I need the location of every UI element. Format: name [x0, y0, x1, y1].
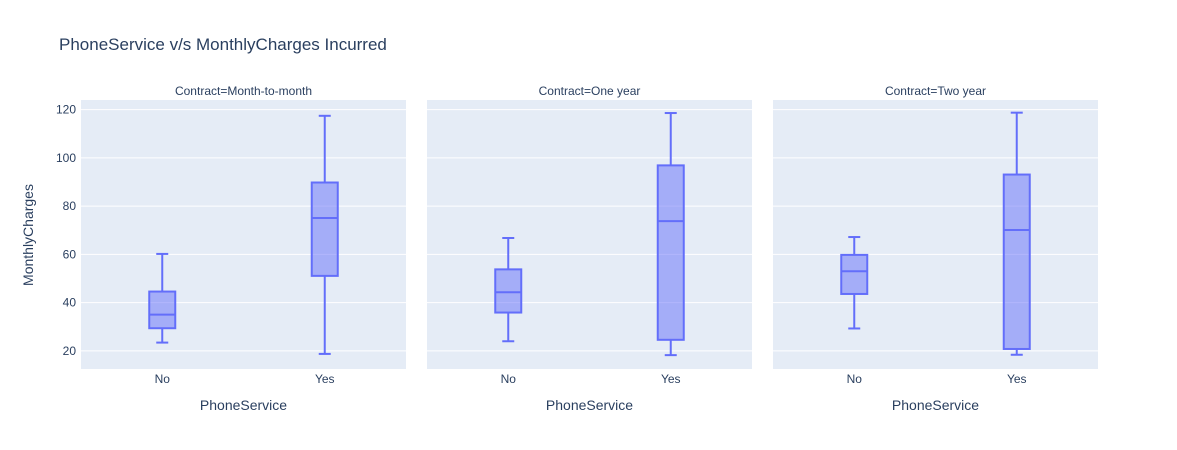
plot-area — [81, 100, 406, 369]
y-tick-label: 120 — [56, 103, 76, 117]
iqr-box — [1002, 173, 1031, 350]
x-axis-title: PhoneService — [546, 397, 633, 413]
y-axis-title: MonthlyCharges — [20, 184, 36, 286]
x-tick-label: Yes — [661, 372, 681, 386]
facet-title: Contract=One year — [539, 84, 641, 98]
facet-panel-2: Contract=One year No Yes PhoneService — [427, 84, 752, 413]
iqr-box — [656, 164, 685, 341]
box-yes — [310, 114, 339, 355]
box-no — [148, 252, 177, 344]
facet-panel-3: Contract=Two year No Yes PhoneService — [773, 84, 1098, 413]
iqr-box — [310, 181, 339, 277]
x-axis-title: PhoneService — [892, 397, 979, 413]
x-tick-label: No — [501, 372, 517, 386]
plot-area — [427, 100, 752, 369]
iqr-box — [148, 290, 177, 330]
iqr-box — [494, 268, 523, 314]
box-yes — [656, 112, 685, 357]
chart-title: PhoneService v/s MonthlyCharges Incurred — [59, 35, 387, 54]
x-tick-label: Yes — [315, 372, 335, 386]
y-tick-label: 20 — [63, 344, 77, 358]
x-tick-label: Yes — [1007, 372, 1027, 386]
y-tick-label: 100 — [56, 151, 76, 165]
facet-panel-1: 20 40 60 80 100 120 Contract=Month-to-month No Y… — [56, 84, 406, 413]
box-no — [840, 236, 869, 330]
facet-title: Contract=Month-to-month — [175, 84, 312, 98]
y-tick-label: 40 — [63, 296, 77, 310]
y-tick-label: 80 — [63, 199, 77, 213]
x-tick-label: No — [155, 372, 171, 386]
x-axis-title: PhoneService — [200, 397, 287, 413]
y-tick-label: 60 — [63, 247, 77, 261]
plot-area — [773, 100, 1098, 369]
box-no — [494, 236, 523, 343]
x-tick-label: No — [847, 372, 863, 386]
box-yes — [1002, 111, 1031, 356]
iqr-box — [840, 253, 869, 295]
facet-title: Contract=Two year — [885, 84, 986, 98]
